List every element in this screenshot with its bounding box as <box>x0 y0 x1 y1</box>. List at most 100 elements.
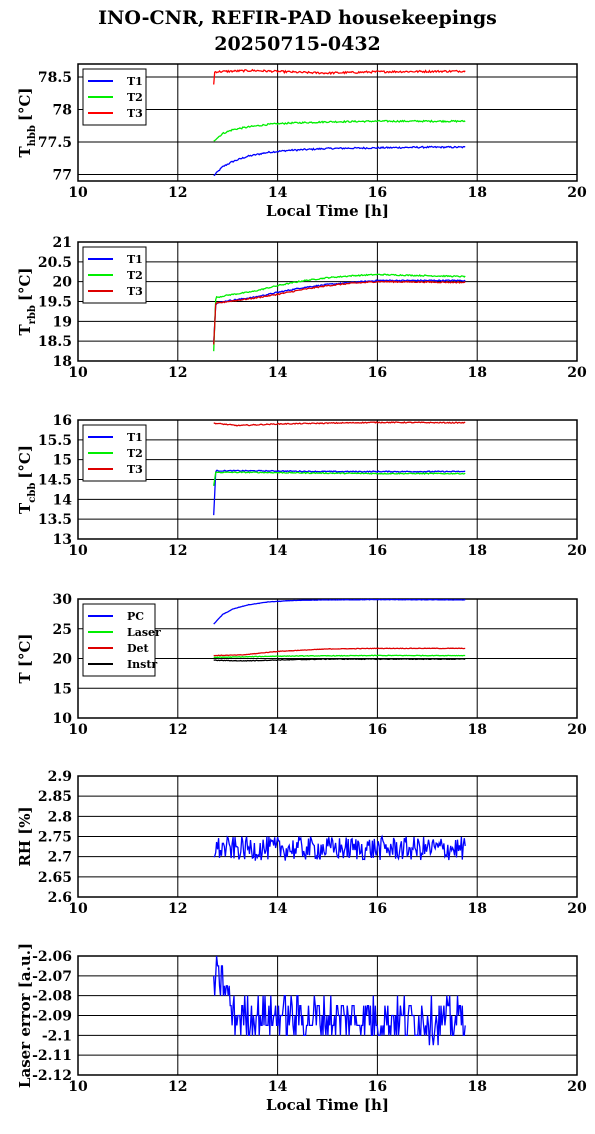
plot-frame <box>77 775 578 898</box>
y-tick-label: 21 <box>53 235 72 251</box>
series-line-pc <box>213 598 466 625</box>
series-line-data <box>213 955 466 1046</box>
x-tick-label: 10 <box>68 365 88 381</box>
x-tick-label: 12 <box>168 365 187 381</box>
y-tick-label: 20.5 <box>38 255 72 271</box>
y-tick-label: 77.5 <box>38 135 72 151</box>
legend-label: T3 <box>127 285 143 298</box>
y-tick-label: 18.5 <box>38 334 72 350</box>
x-tick-label: 14 <box>268 185 288 201</box>
x-tick-label: 20 <box>567 543 587 559</box>
x-tick-label: 20 <box>567 1079 587 1095</box>
legend-label: T2 <box>127 91 143 104</box>
panel-5: 10 12 14 16 18 20 2.6 2.65 2.7 2.75 2.8 2.85 2.9 RH [… <box>16 769 587 917</box>
legend-label: PC <box>127 610 144 623</box>
series-line-instr <box>213 658 466 662</box>
legend-label: Laser <box>127 626 161 639</box>
x-tick-label: 18 <box>467 543 486 559</box>
y-tick-label: -2.1 <box>42 1028 72 1044</box>
panel-3: 10 12 14 16 18 20 13 13.5 14 14.5 15 15.5 16 Tcbb[°C]… <box>16 413 587 559</box>
y-tick-label: 15 <box>53 681 72 697</box>
y-tick-label: 16 <box>53 413 72 429</box>
plot-frame <box>77 955 578 1076</box>
y-axis-label: Thbb[°C] <box>16 87 38 157</box>
x-tick-label: 10 <box>68 543 88 559</box>
plot-frame <box>77 419 578 540</box>
x-tick-label: 12 <box>168 1079 187 1095</box>
series-line-det <box>213 647 466 657</box>
panel-6: 10 12 14 16 18 20 -2.12 -2.11 -2.1 -2.09 -2.08 -2.0… <box>16 943 587 1114</box>
chart-title-line-2: 20250715-0432 <box>214 33 381 55</box>
y-tick-label: -2.07 <box>32 969 72 985</box>
y-axis-label: Trbb[°C] <box>16 267 38 335</box>
y-axis-label: Tcbb[°C] <box>16 445 38 514</box>
legend-label: T1 <box>127 75 143 88</box>
x-tick-label: 14 <box>268 543 288 559</box>
x-tick-label: 20 <box>567 365 587 381</box>
x-tick-label: 20 <box>567 722 587 738</box>
y-tick-label: 15 <box>53 453 72 469</box>
series-line-t2 <box>213 273 466 352</box>
series-line-t1 <box>213 279 466 344</box>
y-tick-label: 14.5 <box>38 473 72 489</box>
y-tick-label: 19 <box>53 314 72 330</box>
y-tick-label: 14 <box>53 492 73 508</box>
y-tick-label: 78.5 <box>38 70 72 86</box>
y-tick-label: 13.5 <box>38 512 72 528</box>
y-tick-label: 10 <box>53 711 73 727</box>
legend: T1 T2 T3 <box>82 68 147 126</box>
x-tick-label: 12 <box>168 543 187 559</box>
x-tick-label: 20 <box>567 185 587 201</box>
x-tick-label: 18 <box>467 722 486 738</box>
x-tick-label: 14 <box>268 901 288 917</box>
panel-4: 10 12 14 16 18 20 10 15 20 25 30 T [°C] PC Laser Det In… <box>16 592 587 738</box>
y-tick-label: -2.11 <box>32 1048 72 1064</box>
y-tick-label: 2.9 <box>48 769 72 785</box>
legend: PC Laser Det Instr <box>82 603 161 677</box>
series-line-t3 <box>213 280 466 345</box>
y-tick-label: 2.65 <box>38 870 72 886</box>
legend-label: T2 <box>127 447 143 460</box>
y-axis-label: T [°C] <box>16 633 34 683</box>
x-tick-label: 10 <box>68 1079 88 1095</box>
legend-label: T3 <box>127 107 143 120</box>
x-tick-label: 10 <box>68 185 88 201</box>
legend-label: T2 <box>127 269 143 282</box>
y-tick-label: 77 <box>53 168 72 184</box>
legend-label: T3 <box>127 463 143 476</box>
series-line-t1 <box>213 469 466 516</box>
y-tick-label: 15.5 <box>38 433 72 449</box>
legend-label: Instr <box>127 658 157 671</box>
x-tick-label: 18 <box>467 185 486 201</box>
y-tick-label: -2.06 <box>32 949 72 965</box>
x-tick-label: 16 <box>368 1079 387 1095</box>
y-tick-label: 18 <box>53 354 72 370</box>
x-tick-label: 18 <box>467 365 486 381</box>
series-line-t2 <box>213 471 466 487</box>
y-axis-label: Laser error [a.u.] <box>16 943 34 1088</box>
y-tick-label: -2.12 <box>32 1068 72 1084</box>
y-tick-label: 2.75 <box>38 830 72 846</box>
y-tick-label: 2.7 <box>48 850 72 866</box>
y-tick-label: 20 <box>53 275 73 291</box>
y-tick-label: 2.85 <box>38 789 72 805</box>
x-tick-label: 12 <box>168 722 187 738</box>
x-axis-label: Local Time [h] <box>266 202 389 220</box>
legend-label: T1 <box>127 253 143 266</box>
series-line-data <box>213 834 466 861</box>
series-line-laser <box>213 654 466 659</box>
y-tick-label: 13 <box>53 532 72 548</box>
y-tick-label: 19.5 <box>38 295 72 311</box>
chart-title-line-1: INO-CNR, REFIR-PAD housekeepings <box>98 7 497 29</box>
y-tick-label: -2.09 <box>32 1009 72 1025</box>
legend-label: T1 <box>127 431 143 444</box>
x-tick-label: 12 <box>168 185 187 201</box>
y-tick-label: 2.6 <box>48 890 72 906</box>
y-tick-label: 25 <box>53 622 72 638</box>
panel-1: 10 12 14 16 18 20 77 77.5 78 78.5 Local Time [h] Th… <box>16 63 587 220</box>
series-line-t2 <box>213 119 466 142</box>
x-tick-label: 14 <box>268 1079 288 1095</box>
x-tick-label: 10 <box>68 722 88 738</box>
y-tick-label: 2.8 <box>48 809 72 825</box>
